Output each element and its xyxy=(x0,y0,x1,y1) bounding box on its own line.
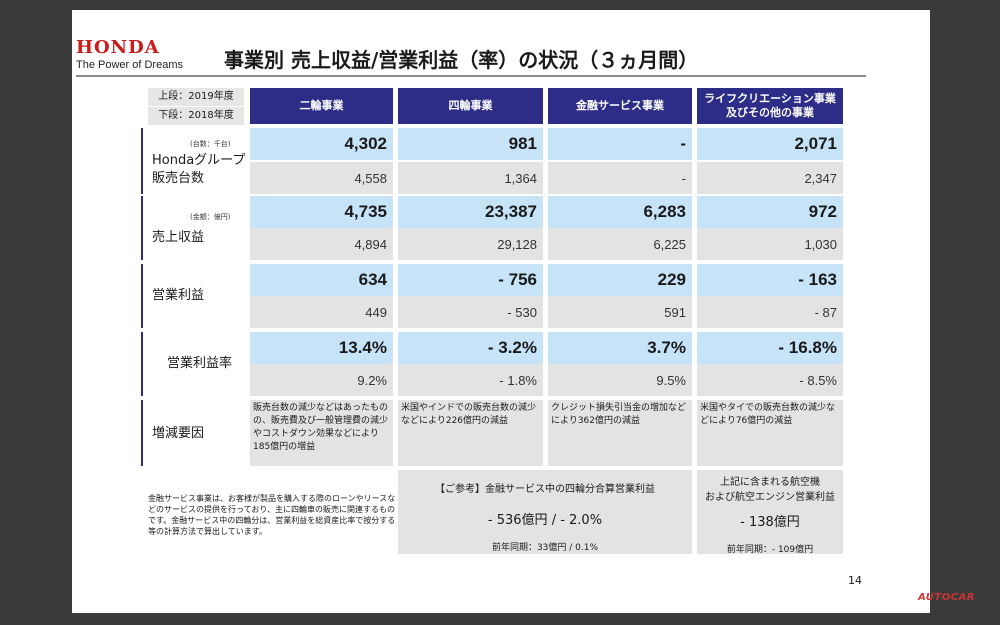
op-margin-current-motorcycle: 13.4% xyxy=(250,332,393,364)
op-margin-previous-automobile: - 1.8% xyxy=(398,364,543,396)
factor-motorcycle: 販売台数の減少などはあったものの、販売費及び一般管理費の減少やコストダウン効果な… xyxy=(250,400,393,466)
op-income-current-automobile: - 756 xyxy=(398,264,543,296)
row-label-factors: 増減要因 xyxy=(152,426,205,441)
revenue-previous-financial: 6,225 xyxy=(548,228,692,260)
units-previous-financial: - xyxy=(548,162,692,194)
column-header-life-creation: ライフクリエーション事業 及びその他の事業 xyxy=(697,88,843,124)
units-current-financial: - xyxy=(548,128,692,160)
op-margin-current-life: - 16.8% xyxy=(697,332,843,364)
row-label-op-margin: 営業利益率 xyxy=(167,356,233,371)
reference-title: 【ご参考】金融サービス中の四輪分合算営業利益 xyxy=(435,484,655,495)
op-margin-previous-financial: 9.5% xyxy=(548,364,692,396)
revenue-current-motorcycle: 4,735 xyxy=(250,196,393,228)
row-label-revenue: 売上収益 xyxy=(152,230,205,245)
units-current-life: 2,071 xyxy=(697,128,843,160)
op-income-previous-life: - 87 xyxy=(697,296,843,328)
op-income-current-financial: 229 xyxy=(548,264,692,296)
brand-name: HONDA xyxy=(76,37,160,58)
factor-life: 米国やタイでの販売台数の減少などにより76億円の減益 xyxy=(697,400,843,466)
row-bar-revenue xyxy=(141,196,143,260)
units-current-motorcycle: 4,302 xyxy=(250,128,393,160)
units-previous-automobile: 1,364 xyxy=(398,162,543,194)
op-margin-previous-life: - 8.5% xyxy=(697,364,843,396)
revenue-previous-automobile: 29,128 xyxy=(398,228,543,260)
units-previous-life: 2,347 xyxy=(697,162,843,194)
op-income-previous-automobile: - 530 xyxy=(398,296,543,328)
row-label-op-income: 営業利益 xyxy=(152,288,205,303)
legend-previous-year: 下段：2018年度 xyxy=(148,107,244,125)
row-bar-op-income xyxy=(141,264,143,328)
op-income-current-life: - 163 xyxy=(697,264,843,296)
row-bar-op-margin xyxy=(141,332,143,396)
revenue-current-life: 972 xyxy=(697,196,843,228)
factor-automobile: 米国やインドでの販売台数の減少などにより226億円の減益 xyxy=(398,400,543,466)
units-unit-label: (台数：千台) xyxy=(190,140,231,148)
op-income-current-motorcycle: 634 xyxy=(250,264,393,296)
op-income-previous-financial: 591 xyxy=(548,296,692,328)
honda-logo: HONDA The Power of Dreams xyxy=(76,37,183,71)
aircraft-box: 上記に含まれる航空機 および航空エンジン営業利益 - 138億円 前年同期：- … xyxy=(697,470,843,555)
aircraft-title-2: および航空エンジン営業利益 xyxy=(705,492,835,503)
amount-unit-label: (金額：億円) xyxy=(190,213,231,221)
row-bar-factors xyxy=(141,400,143,466)
units-current-automobile: 981 xyxy=(398,128,543,160)
factor-financial: クレジット損失引当金の増加などにより362億円の減益 xyxy=(548,400,692,466)
column-header-automobile: 四輪事業 xyxy=(398,88,543,124)
op-income-previous-motorcycle: 449 xyxy=(250,296,393,328)
op-margin-current-financial: 3.7% xyxy=(548,332,692,364)
row-bar-units xyxy=(141,128,143,194)
units-previous-motorcycle: 4,558 xyxy=(250,162,393,194)
aircraft-title-1: 上記に含まれる航空機 xyxy=(720,477,820,488)
reference-value: - 536億円 / - 2.0% xyxy=(487,513,603,528)
reference-prior: 前年同期：33億円 / 0.1% xyxy=(491,543,599,553)
legend-current-year: 上段：2019年度 xyxy=(148,88,244,106)
revenue-current-financial: 6,283 xyxy=(548,196,692,228)
row-label-units: Hondaグループ 販売台数 xyxy=(152,153,246,186)
aircraft-prior: 前年同期：- 109億円 xyxy=(726,545,814,555)
title-divider xyxy=(76,75,866,77)
revenue-previous-motorcycle: 4,894 xyxy=(250,228,393,260)
financial-services-note: 金融サービス事業は、お客様が製品を購入する際のローンやリースなどのサービスの提供… xyxy=(148,494,396,536)
page-number: 14 xyxy=(848,574,862,587)
column-header-motorcycle: 二輪事業 xyxy=(250,88,393,124)
reference-box: 【ご参考】金融サービス中の四輪分合算営業利益 - 536億円 / - 2.0% … xyxy=(398,470,692,554)
aircraft-value: - 138億円 xyxy=(740,515,800,530)
revenue-current-automobile: 23,387 xyxy=(398,196,543,228)
brand-tagline: The Power of Dreams xyxy=(76,59,183,71)
op-margin-previous-motorcycle: 9.2% xyxy=(250,364,393,396)
column-header-financial-services: 金融サービス事業 xyxy=(548,88,692,124)
page-title: 事業別 売上収益/営業利益（率）の状況（３ヵ月間） xyxy=(224,48,699,72)
revenue-previous-life: 1,030 xyxy=(697,228,843,260)
op-margin-current-automobile: - 3.2% xyxy=(398,332,543,364)
watermark: AUTOCAR xyxy=(918,592,976,603)
